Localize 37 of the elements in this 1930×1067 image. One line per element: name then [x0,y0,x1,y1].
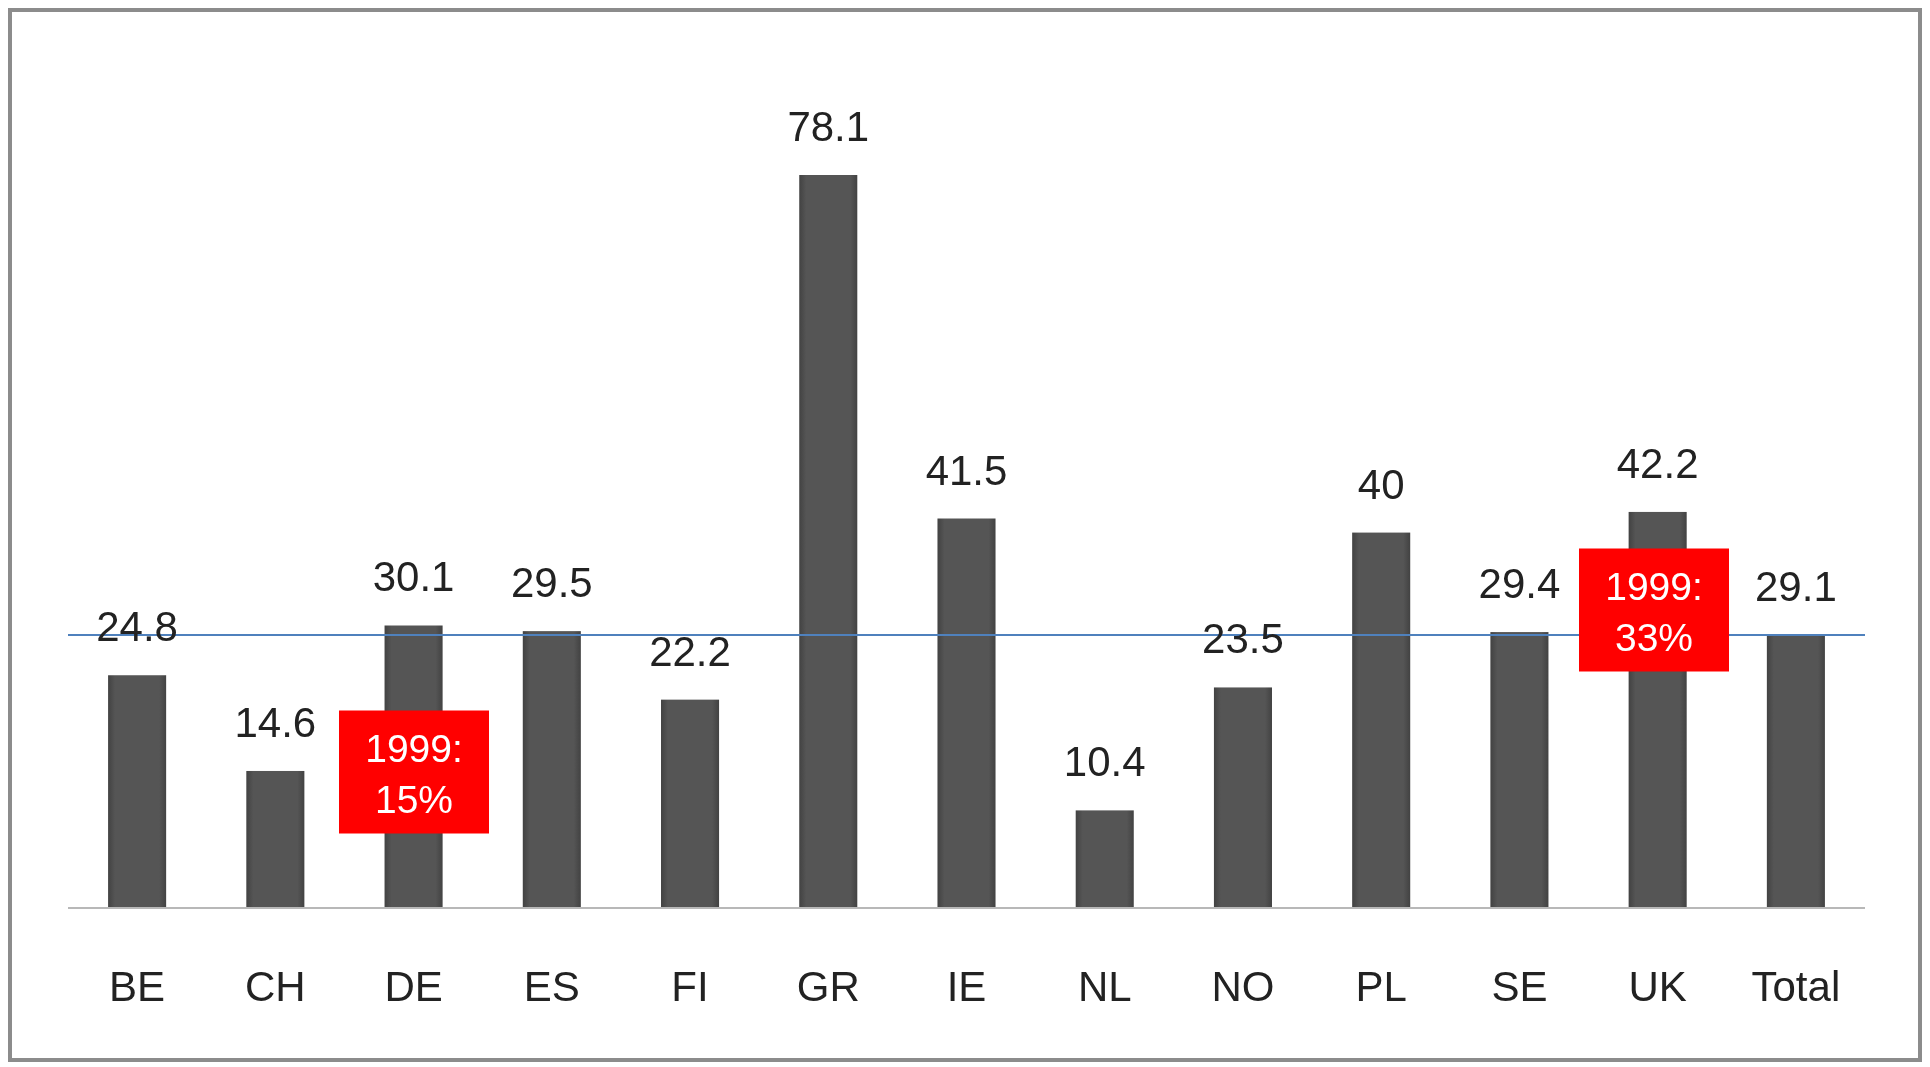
data-label: 10.4 [1063,738,1146,786]
bar [937,518,996,908]
x-tick-label: PL [1355,963,1407,1010]
bar [1352,532,1411,908]
data-label: 29.5 [510,559,593,607]
data-label: 29.1 [1755,562,1837,610]
bar [522,631,581,908]
data-label: 29.4 [1478,560,1561,608]
x-tick-label: Total [1751,963,1841,1010]
x-tick-label: ES [523,963,580,1010]
x-tick-label: BE [109,963,166,1010]
bar [108,675,167,908]
x-tick-label: FI [671,963,709,1010]
data-label: 14.6 [234,698,317,746]
bar [661,699,720,908]
x-tick-label: CH [245,963,306,1010]
x-tick-label: NL [1077,963,1132,1010]
bar [799,175,858,908]
data-label: 40 [1357,460,1405,508]
annotation: 1999: 33% [1605,565,1703,659]
x-tick-label: SE [1491,963,1548,1010]
data-label: 30.1 [372,553,455,601]
data-label: 41.5 [925,446,1008,494]
x-tick-label: IE [946,963,987,1010]
bar [1490,632,1549,908]
data-label: 78.1 [787,103,870,150]
data-label: 42.2 [1616,439,1699,487]
bar [1213,687,1272,908]
annotation: 1999: 15% [365,727,463,821]
bar [246,770,305,908]
x-tick-label: DE [384,963,443,1010]
bar [1766,634,1825,908]
x-tick-label: GR [796,963,860,1010]
bar [1075,810,1134,908]
x-tick-label: UK [1628,963,1687,1010]
data-label: 22.2 [649,627,731,675]
x-tick-label: NO [1211,963,1275,1010]
